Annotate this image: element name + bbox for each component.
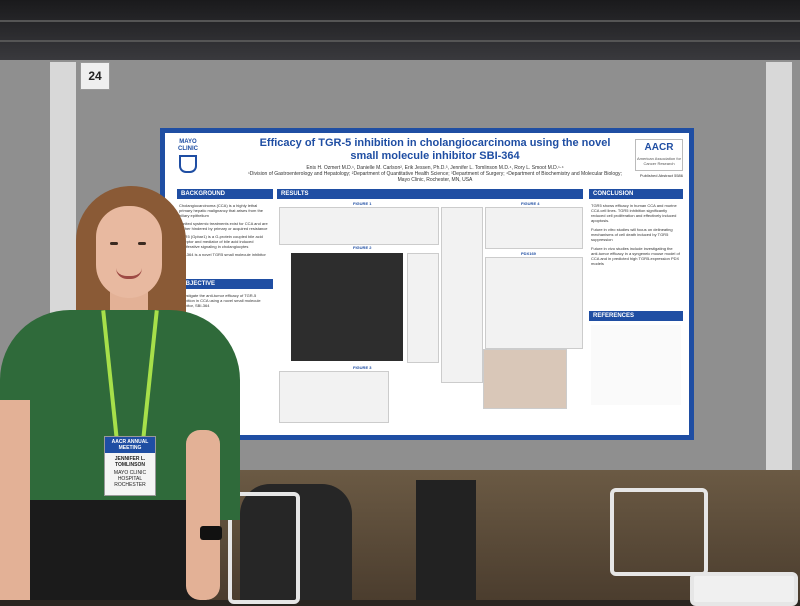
poster-authors: Enis H. Ozmert M.D.¹, Danielle M. Carlso… xyxy=(245,165,625,183)
figure2-plots xyxy=(407,253,439,363)
published-abstract: Published Abstract 5586 xyxy=(639,173,683,178)
board-frame-right xyxy=(766,62,792,482)
badge-org: MAYO CLINIC HOSPITAL ROCHESTER xyxy=(113,470,147,488)
smile xyxy=(116,268,142,279)
name-badge: AACR ANNUAL MEETING JENNIFER L. TOMLINSO… xyxy=(104,436,156,496)
folding-chair xyxy=(610,488,708,576)
mayo-logo-text: MAYO CLINIC xyxy=(178,139,198,152)
aacr-subtitle: American Association for Cancer Research xyxy=(636,156,682,166)
section-objective: OBJECTIVE xyxy=(177,279,273,289)
background-bullet: Cholangiocarcinoma (CCA) is a highly let… xyxy=(179,203,264,218)
references-list xyxy=(591,325,681,405)
figure4-diagram xyxy=(485,207,583,249)
section-background: BACKGROUND xyxy=(177,189,273,199)
conclusion-bullet: TGR5 shows efficacy in human CCA and mur… xyxy=(591,203,677,223)
mayo-clinic-logo: MAYO CLINIC xyxy=(171,139,205,173)
figure1-label: FIGURE 1 xyxy=(353,201,372,206)
eye xyxy=(138,242,146,245)
figure1-curves xyxy=(279,207,439,245)
pdx-label: PDX169 xyxy=(521,251,536,256)
pdx-growth-chart xyxy=(485,257,583,349)
person-face xyxy=(96,206,162,298)
poster-header: MAYO CLINIC Efficacy of TGR-5 inhibition… xyxy=(165,133,689,187)
background-text: Cholangiocarcinoma (CCA) is a highly let… xyxy=(179,203,271,257)
booth-number-sign: 24 xyxy=(80,62,110,90)
conclusion-bullet: Future in vivo studies include investiga… xyxy=(591,246,680,266)
ceiling xyxy=(0,0,800,62)
figure4-label: FIGURE 4 xyxy=(521,201,540,206)
background-bullet: TGR5 (Gpbar1) is a G-protein coupled bil… xyxy=(179,234,263,249)
background-bullet: Limited systemic treatments exist for CC… xyxy=(179,221,268,231)
section-results: RESULTS xyxy=(277,189,583,199)
tumor-photo-grid xyxy=(483,349,567,409)
badge-name: JENNIFER L. TOMLINSON xyxy=(114,456,146,468)
poster-title: Efficacy of TGR-5 inhibition in cholangi… xyxy=(259,137,611,162)
research-poster: MAYO CLINIC Efficacy of TGR-5 inhibition… xyxy=(160,128,694,440)
person-pants xyxy=(12,500,208,600)
eye xyxy=(110,242,118,245)
aacr-logo-text: AACR xyxy=(644,142,674,153)
folding-chair xyxy=(690,572,798,606)
conclusion-bullet: Future in vitro studies will focus on de… xyxy=(591,227,673,242)
section-conclusion: CONCLUSION xyxy=(589,189,683,199)
ceiling-beam xyxy=(0,40,800,42)
figure2-label: FIGURE 2 xyxy=(353,245,372,250)
person-arm-left xyxy=(0,400,30,600)
person-arm-right xyxy=(186,430,220,600)
badge-event: AACR ANNUAL MEETING xyxy=(105,437,155,453)
figure2-microscopy-grid xyxy=(291,253,403,361)
standing-person-legs xyxy=(416,480,476,600)
figure3-bar-charts xyxy=(279,371,389,423)
figure3-label: FIGURE 3 xyxy=(353,365,372,370)
ceiling-beam xyxy=(0,20,800,22)
aacr-logo: AACR American Association for Cancer Res… xyxy=(635,139,683,171)
section-references: REFERENCES xyxy=(589,311,683,321)
conclusion-text: TGR5 shows efficacy in human CCA and mur… xyxy=(591,203,681,266)
author-list: Enis H. Ozmert M.D.¹, Danielle M. Carlso… xyxy=(306,165,564,171)
affiliation-list: ¹Division of Gastroenterology and Hepato… xyxy=(248,171,622,183)
wristwatch xyxy=(200,526,222,540)
shield-icon xyxy=(179,155,197,173)
table-gene-list xyxy=(441,207,483,383)
background-bullet: SBI-364 is a novel TGR5 small molecule i… xyxy=(179,252,266,257)
objective-text: Investigate the anti-tumor efficacy of T… xyxy=(179,293,261,308)
